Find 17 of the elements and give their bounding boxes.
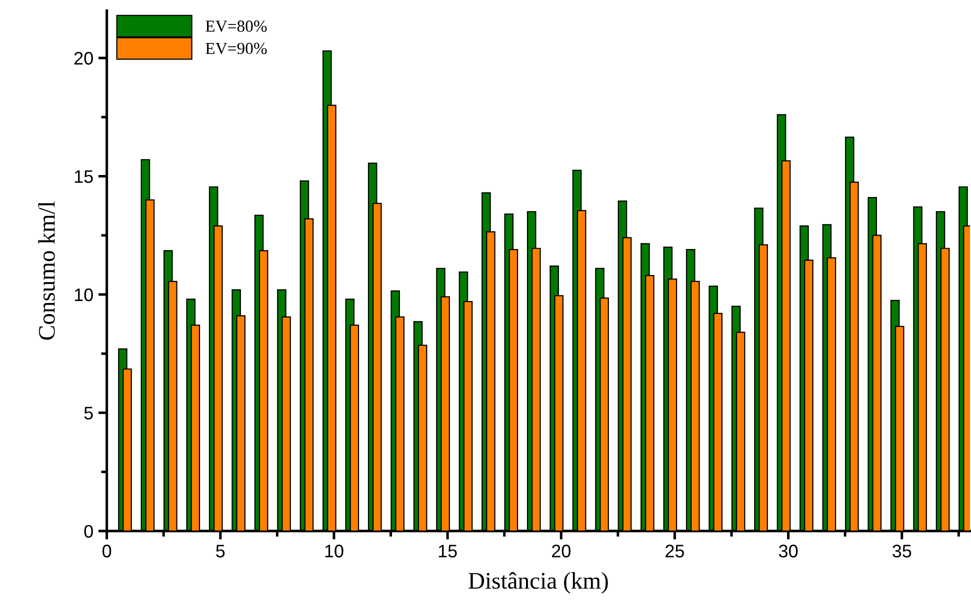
y-tick-label: 5 [84, 406, 93, 420]
x-tick-label: 20 [552, 544, 570, 558]
y-tick-label: 0 [84, 524, 93, 538]
legend-label: EV=80% [206, 20, 267, 32]
y-tick-label: 10 [74, 288, 93, 302]
y-axis-title: Consumo km/l [38, 201, 55, 340]
legend-label: EV=90% [206, 42, 267, 54]
x-tick-label: 35 [892, 544, 912, 558]
x-axis-title: Distância (km) [468, 572, 608, 594]
y-tick-label: 20 [74, 52, 93, 65]
x-tick-label: 15 [438, 544, 457, 558]
x-tick-label: 30 [778, 544, 798, 558]
x-tick-label: 5 [216, 544, 225, 558]
x-tick-label: 25 [666, 544, 684, 558]
x-tick-label: 0 [102, 544, 112, 558]
y-tick-label: 15 [74, 170, 93, 183]
x-tick-label: 10 [325, 544, 344, 558]
